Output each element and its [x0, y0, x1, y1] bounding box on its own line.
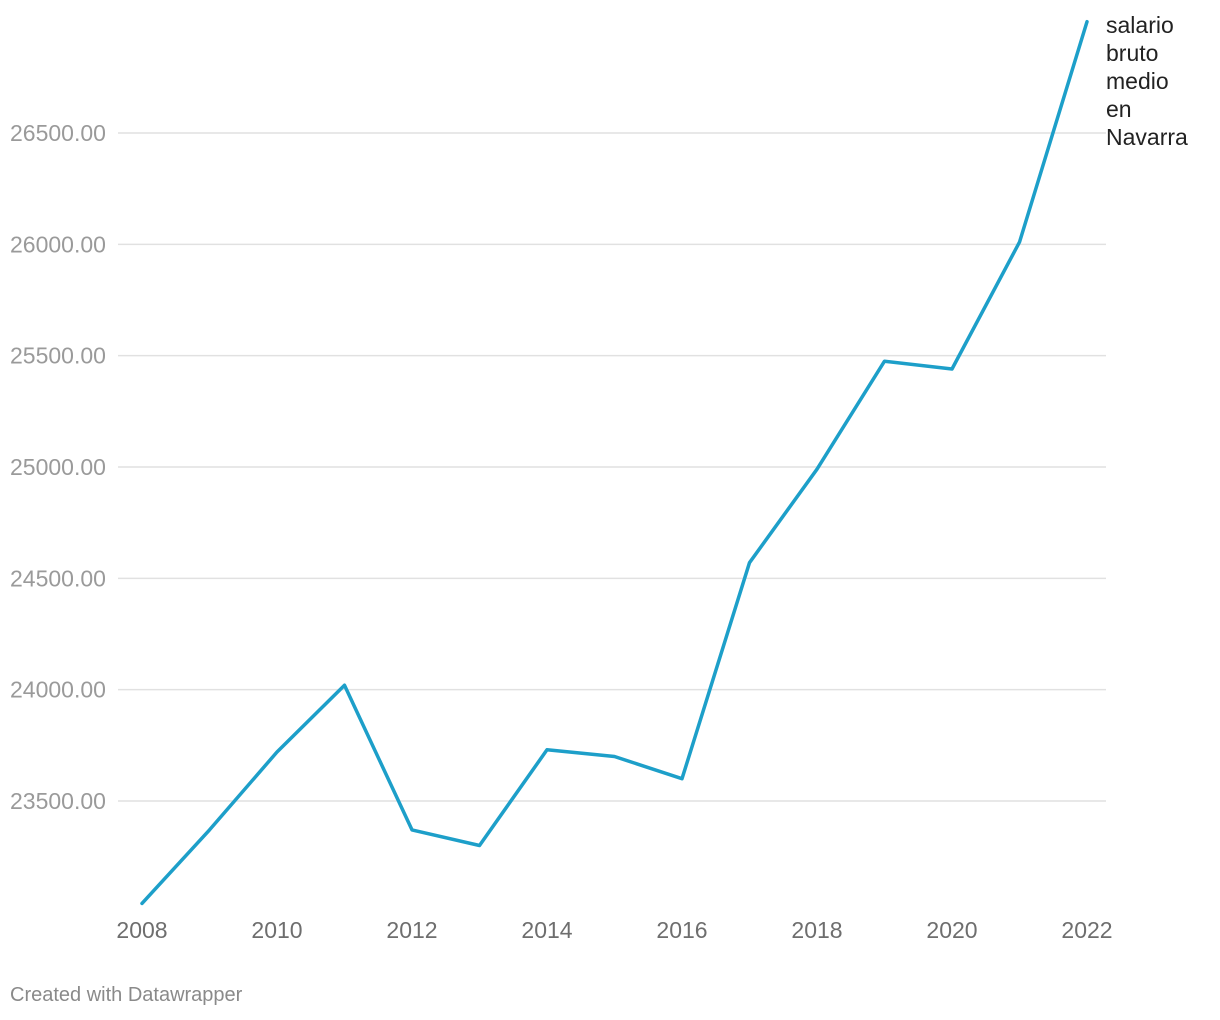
series-label-line: bruto	[1106, 40, 1158, 66]
y-tick-label: 25500.00	[10, 343, 106, 369]
grid-lines	[118, 132, 1106, 802]
line-chart: 23500.00 24000.00 24500.00 25000.00 25500.00…	[10, 12, 1188, 943]
y-tick-label: 26500.00	[10, 120, 106, 146]
series-group	[140, 19, 1089, 906]
x-tick-label: 2012	[386, 917, 437, 943]
y-tick-label: 25000.00	[10, 454, 106, 480]
y-axis: 23500.00 24000.00 24500.00 25000.00 25500.00…	[10, 120, 106, 814]
series-label-line: en	[1106, 96, 1132, 122]
series-label-line: Navarra	[1106, 124, 1188, 150]
footer-credit: Created with Datawrapper	[10, 984, 243, 1006]
x-tick-label: 2010	[251, 917, 302, 943]
series-label-line: salario	[1106, 12, 1174, 38]
y-tick-label: 26000.00	[10, 231, 106, 257]
x-tick-label: 2016	[656, 917, 707, 943]
series-line	[140, 19, 1089, 906]
x-tick-label: 2022	[1061, 917, 1112, 943]
x-tick-label: 2020	[926, 917, 977, 943]
x-tick-label: 2018	[791, 917, 842, 943]
x-axis: 2008 2010 2012 2014 2016 2018 2020 2022	[116, 917, 1112, 943]
x-tick-label: 2008	[116, 917, 167, 943]
series-label: salario bruto medio en Navarra	[1106, 12, 1188, 150]
y-tick-label: 24000.00	[10, 677, 106, 703]
series-label-line: medio	[1106, 68, 1169, 94]
y-tick-label: 24500.00	[10, 565, 106, 591]
x-tick-label: 2014	[521, 917, 572, 943]
series-labels: salario bruto medio en Navarra	[1106, 12, 1188, 150]
y-tick-label: 23500.00	[10, 788, 106, 814]
